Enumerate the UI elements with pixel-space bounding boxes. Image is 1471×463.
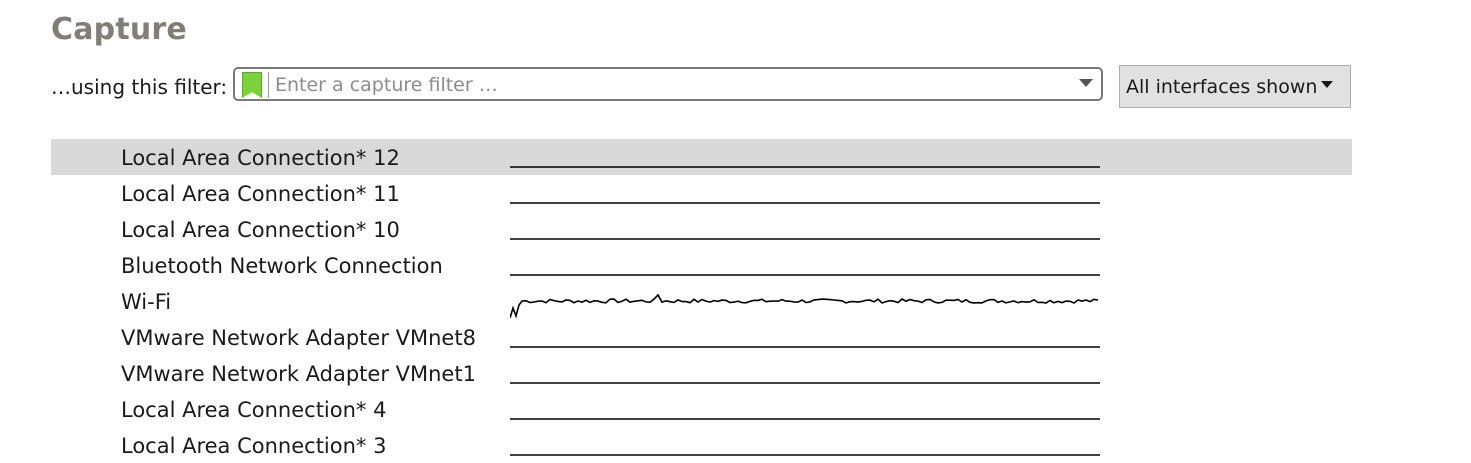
interface-row[interactable]: VMware Network Adapter VMnet1: [51, 355, 1352, 391]
interface-name: Local Area Connection* 11: [121, 182, 400, 206]
interface-name: Local Area Connection* 10: [121, 218, 400, 242]
traffic-sparkline: [510, 346, 1100, 348]
filter-divider: [268, 72, 269, 98]
interface-name: VMware Network Adapter VMnet8: [121, 326, 476, 350]
interfaces-shown-label: All interfaces shown: [1126, 75, 1318, 98]
interface-name: Wi-Fi: [121, 290, 172, 314]
traffic-sparkline: [510, 382, 1100, 384]
traffic-sparkline: [510, 454, 1100, 456]
interface-row[interactable]: VMware Network Adapter VMnet8: [51, 319, 1352, 355]
interface-name: Local Area Connection* 4: [121, 398, 387, 422]
chevron-down-icon[interactable]: [1079, 79, 1093, 87]
page-title: Capture: [51, 12, 187, 47]
interface-row[interactable]: Local Area Connection* 10: [51, 211, 1352, 247]
traffic-sparkline: [510, 238, 1100, 240]
interfaces-shown-button[interactable]: All interfaces shown: [1119, 65, 1351, 108]
caret-down-icon: [1321, 80, 1334, 88]
filter-label: …using this filter:: [51, 75, 228, 99]
traffic-sparkline: [510, 166, 1100, 168]
interface-list: Local Area Connection* 12 Local Area Con…: [51, 139, 1352, 463]
traffic-sparkline: [510, 274, 1100, 276]
bookmark-icon[interactable]: [242, 72, 262, 98]
traffic-sparkline: [510, 418, 1100, 420]
interface-name: Local Area Connection* 3: [121, 434, 387, 458]
interface-name: Local Area Connection* 12: [121, 146, 400, 170]
interface-row[interactable]: Local Area Connection* 3: [51, 427, 1352, 463]
interface-row[interactable]: Wi-Fi: [51, 283, 1352, 319]
capture-filter-combobox[interactable]: [233, 67, 1103, 101]
traffic-sparkline: [510, 202, 1100, 204]
capture-filter-input[interactable]: [275, 72, 1065, 98]
interface-name: Bluetooth Network Connection: [121, 254, 443, 278]
sparkline-trace: [510, 293, 1099, 319]
interface-row[interactable]: Local Area Connection* 12: [51, 139, 1352, 175]
interface-row[interactable]: Bluetooth Network Connection: [51, 247, 1352, 283]
traffic-sparkline: [510, 293, 1099, 319]
interface-name: VMware Network Adapter VMnet1: [121, 362, 476, 386]
interface-row[interactable]: Local Area Connection* 4: [51, 391, 1352, 427]
interface-row[interactable]: Local Area Connection* 11: [51, 175, 1352, 211]
